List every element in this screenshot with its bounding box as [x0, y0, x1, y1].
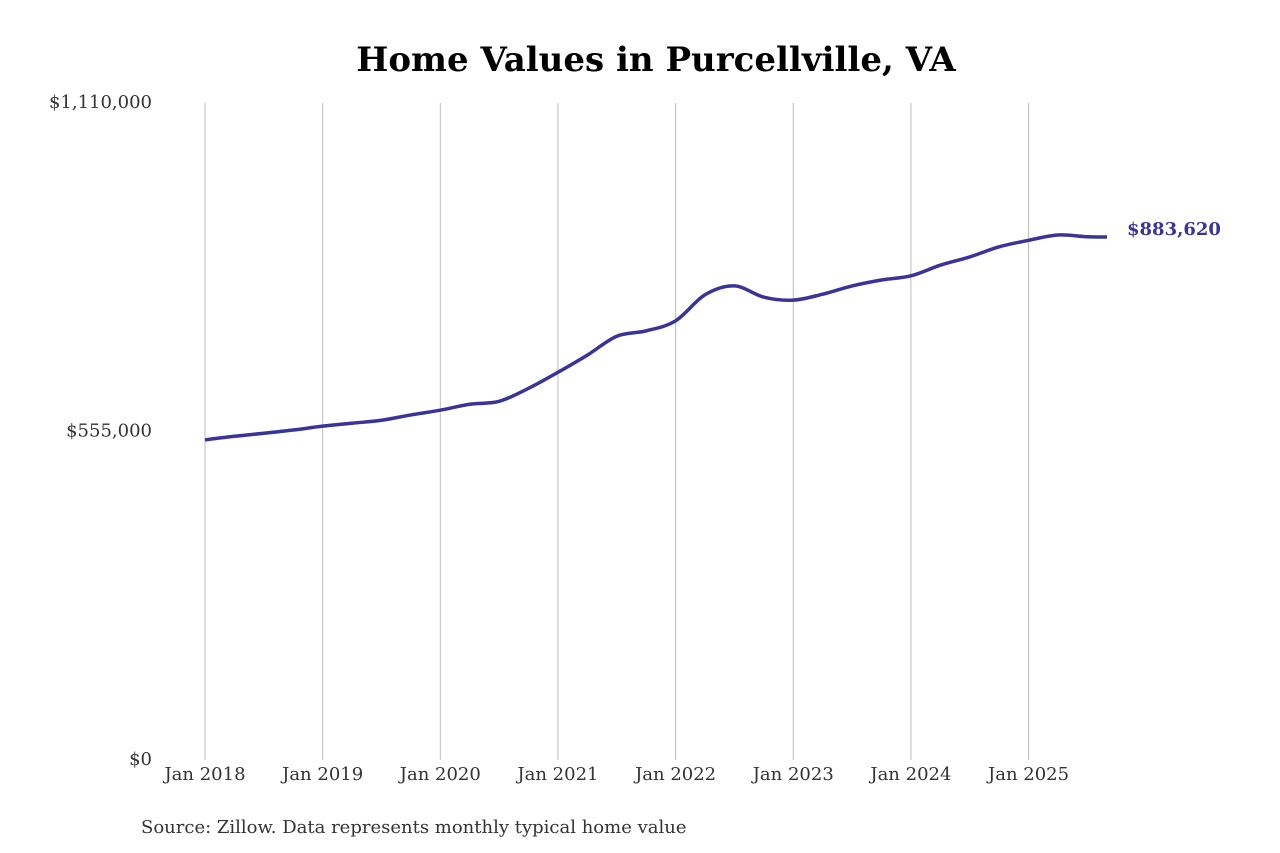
- x-tick-label: Jan 2024: [868, 764, 951, 785]
- y-tick-label: $0: [129, 749, 152, 770]
- x-tick-label: Jan 2022: [633, 764, 716, 785]
- value-label: $883,620: [1127, 219, 1221, 240]
- x-tick-label: Jan 2023: [751, 764, 834, 785]
- x-tick-label: Jan 2020: [398, 764, 481, 785]
- chart-title: Home Values in Purcellville, VA: [356, 40, 956, 80]
- source-note: Source: Zillow. Data represents monthly …: [141, 817, 687, 838]
- y-tick-label: $1,110,000: [49, 92, 152, 113]
- data-line: [204, 233, 1108, 442]
- x-tick-label: Jan 2019: [280, 764, 363, 785]
- x-tick-label: Jan 2018: [162, 764, 245, 785]
- y-tick-label: $555,000: [66, 421, 152, 442]
- x-tick-label: Jan 2025: [986, 764, 1069, 785]
- x-tick-label: Jan 2021: [515, 764, 598, 785]
